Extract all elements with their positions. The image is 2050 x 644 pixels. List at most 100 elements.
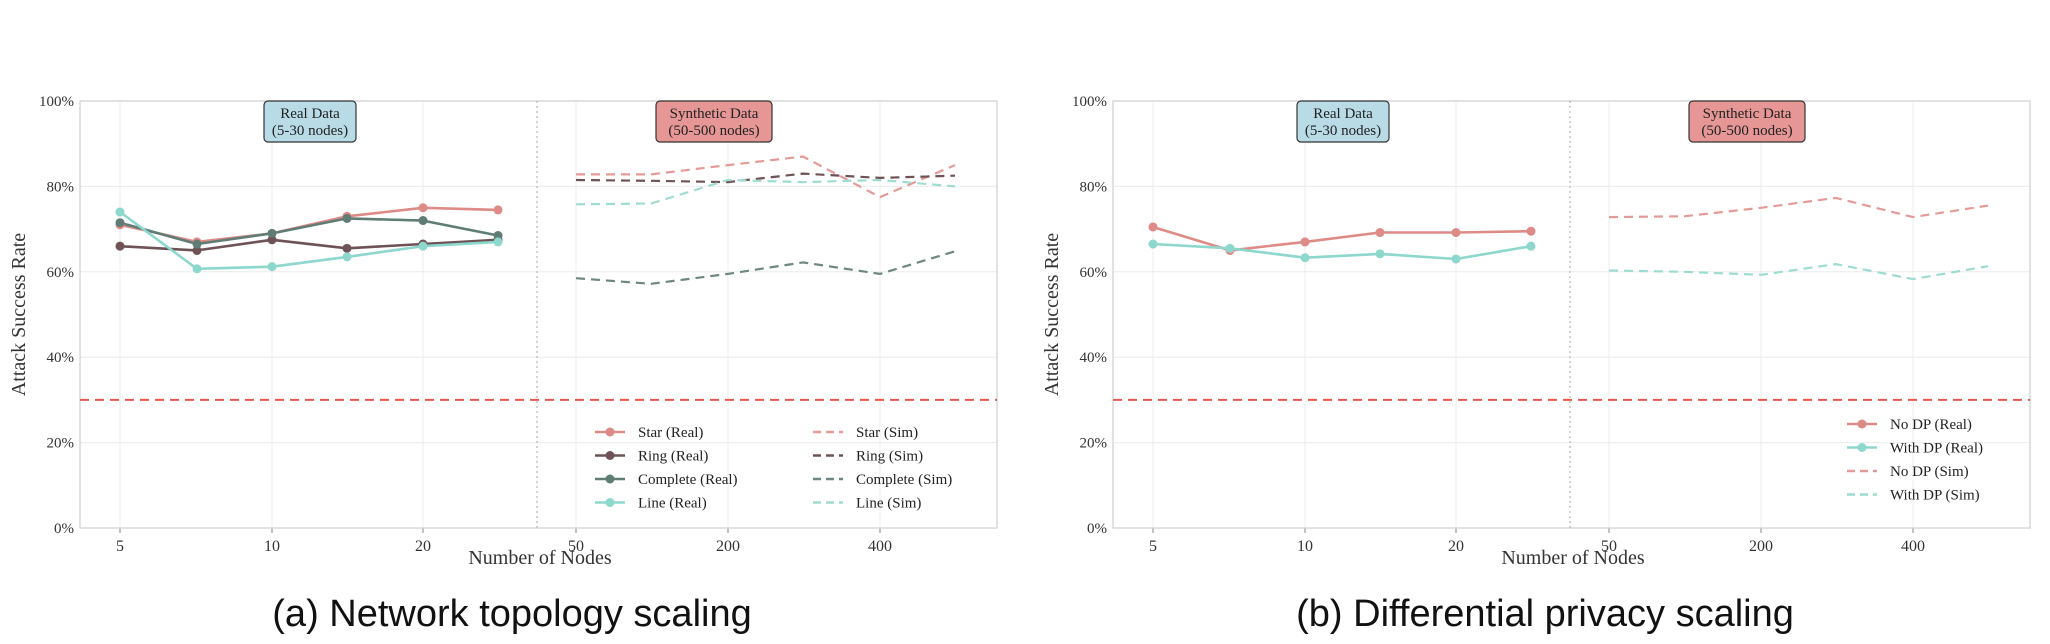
legend-label: With DP (Sim) — [1890, 488, 1980, 504]
y-tick-label: 60% — [47, 265, 75, 281]
y-tick-label: 40% — [47, 350, 75, 366]
data-point-line-real — [493, 237, 503, 247]
legend-item-no-dp-real: No DP (Real) — [1847, 417, 1972, 433]
x-tick-label: 200 — [716, 538, 740, 555]
data-point-complete-real — [342, 213, 352, 223]
legend-marker — [605, 474, 615, 484]
series-line-line-sim — [575, 178, 956, 206]
data-point-complete-real — [115, 218, 125, 228]
legend-label: Complete (Sim) — [856, 472, 952, 488]
data-point-line-real — [267, 262, 277, 272]
x-tick-label: 400 — [868, 538, 892, 555]
y-tick-label: 0% — [54, 521, 74, 537]
real-data-label-text: (5-30 nodes) — [1305, 123, 1381, 139]
data-point-line-real — [418, 241, 428, 251]
data-point-no-dp-real — [1526, 226, 1536, 236]
x-axis-label: Number of Nodes — [1501, 547, 1645, 569]
legend-item-star-real: Star (Real) — [595, 425, 703, 441]
synthetic-data-label-text: Synthetic Data — [1703, 106, 1792, 122]
x-tick-label: 50 — [1601, 538, 1617, 555]
x-tick-label: 5 — [116, 538, 124, 555]
data-point-complete-real — [418, 216, 428, 226]
series-line-ring-sim — [575, 172, 956, 184]
legend-item-complete-sim: Complete (Sim) — [813, 472, 952, 488]
synthetic-data-label-bg — [655, 100, 773, 143]
data-point-no-dp-real — [1300, 237, 1310, 247]
region-labels: Real Data(5-30 nodes) Synthetic Data(50-5… — [263, 100, 773, 143]
plot-border — [1112, 100, 2031, 529]
data-point-ring-real — [192, 245, 202, 255]
x-tick-label: 10 — [264, 538, 280, 555]
series-markers — [1148, 222, 1536, 264]
y-axis-label: Attack Success Rate — [8, 233, 30, 396]
y-tick-label: 80% — [47, 179, 75, 195]
x-tick-labels: 5 10 20 50 200 400 — [116, 538, 892, 555]
y-tick-labels: 0% 20% 40% 60% 80% 100% — [39, 94, 74, 537]
legend-label: Star (Real) — [638, 425, 703, 441]
synthetic-data-label-text: (50-500 nodes) — [1701, 123, 1792, 139]
plot-border — [79, 100, 998, 529]
legend-item-with-dp-sim: With DP (Sim) — [1847, 488, 1980, 504]
legend-label: Ring (Sim) — [856, 449, 923, 465]
x-tick-label: 10 — [1297, 538, 1313, 555]
data-point-complete-real — [267, 228, 277, 238]
y-tick-label: 100% — [1072, 94, 1107, 110]
data-point-star-real — [418, 203, 428, 213]
synthetic-data-label-text: Synthetic Data — [670, 106, 759, 122]
y-tick-label: 100% — [39, 94, 74, 110]
y-axis-label: Attack Success Rate — [1041, 233, 1063, 396]
real-data-label-bg — [1296, 100, 1390, 143]
x-axis-label: Number of Nodes — [468, 547, 612, 569]
series-line-complete-sim — [575, 250, 956, 285]
data-point-line-real — [192, 264, 202, 274]
real-data-label-text: Real Data — [280, 106, 340, 122]
legend-marker — [1857, 419, 1867, 429]
legend-item-no-dp-sim: No DP (Sim) — [1847, 464, 1969, 480]
x-tick-label: 20 — [415, 538, 431, 555]
data-point-ring-real — [267, 235, 277, 245]
data-point-star-real — [493, 205, 503, 215]
series-line-ring-real — [119, 238, 499, 252]
x-tick-labels: 5 10 20 50 200 400 — [1149, 538, 1925, 555]
legend: Star (Real) Ring (Real) Complete (Real) Lin… — [595, 425, 952, 512]
synthetic-data-label-text: (50-500 nodes) — [668, 123, 759, 139]
data-point-with-dp-real — [1300, 253, 1310, 263]
legend-item-ring-real: Ring (Real) — [595, 449, 708, 465]
x-tick-label: 5 — [1149, 538, 1157, 555]
series-line-with-dp-sim — [1608, 263, 1989, 281]
data-point-no-dp-real — [1451, 228, 1461, 238]
synthetic-data-label-bg — [1688, 100, 1806, 143]
real-data-label: Real Data(5-30 nodes) — [1296, 100, 1390, 143]
legend-marker — [605, 451, 615, 460]
legend-label: Star (Sim) — [856, 425, 918, 441]
data-point-complete-real — [493, 231, 503, 241]
data-point-with-dp-real — [1526, 241, 1536, 251]
data-point-ring-real — [342, 243, 352, 253]
y-tick-labels: 0% 20% 40% 60% 80% 100% — [1072, 94, 1107, 537]
caption: (a) Network topology scaling — [272, 593, 751, 635]
data-point-with-dp-real — [1451, 254, 1461, 264]
series-line-star-sim — [576, 155, 956, 199]
legend-marker — [605, 427, 615, 437]
x-tick-label: 20 — [1448, 538, 1464, 555]
data-point-with-dp-real — [1148, 239, 1158, 249]
legend-label: Ring (Real) — [638, 449, 708, 465]
y-tick-label: 20% — [47, 436, 75, 452]
y-tick-label: 40% — [1080, 350, 1108, 366]
series-line-line-real — [119, 210, 499, 271]
y-tick-label: 20% — [1080, 436, 1108, 452]
series-lines — [119, 155, 956, 285]
real-data-label-text: (5-30 nodes) — [272, 123, 348, 139]
real-data-label-text: Real Data — [1313, 106, 1373, 122]
synthetic-data-label: Synthetic Data(50-500 nodes) — [1688, 100, 1806, 143]
series-markers — [115, 203, 503, 274]
x-tick-label: 50 — [568, 538, 584, 555]
legend-item-line-sim: Line (Sim) — [813, 496, 921, 512]
legend-label: Line (Real) — [638, 496, 707, 512]
series-line-no-dp-sim — [1608, 196, 1989, 219]
plot-frame — [1112, 100, 2031, 529]
legend-label: No DP (Real) — [1890, 417, 1972, 433]
data-point-with-dp-real — [1375, 249, 1385, 259]
grid — [80, 100, 997, 533]
